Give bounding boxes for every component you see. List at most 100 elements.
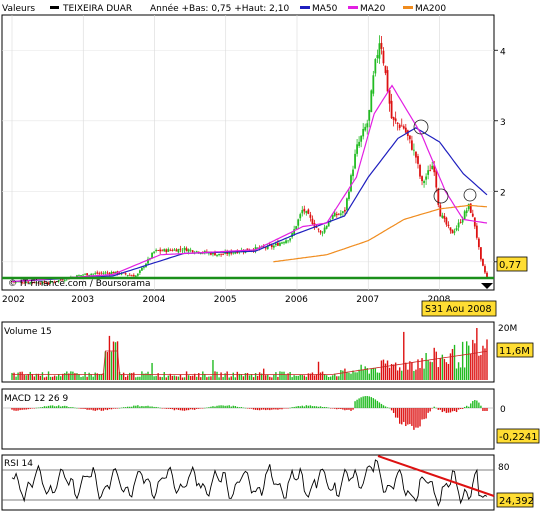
macd-histogram-bar <box>104 408 107 410</box>
volume-bar <box>417 359 419 380</box>
price-candle-body <box>157 250 160 251</box>
macd-title: MACD 12 26 9 <box>4 394 68 404</box>
price-candle-body <box>467 203 470 210</box>
volume-bar <box>265 375 267 380</box>
volume-bar <box>124 376 127 380</box>
macd-histogram-bar <box>254 408 257 410</box>
macd-histogram-bar <box>124 407 127 408</box>
macd-histogram-bar <box>417 408 419 428</box>
price-candle-body <box>191 250 194 253</box>
volume-bar <box>151 362 153 380</box>
price-candle-body <box>175 249 178 252</box>
macd-histogram-bar <box>242 407 245 409</box>
macd-histogram-bar <box>277 408 279 410</box>
macd-histogram-bar <box>143 406 145 408</box>
price-candle-body <box>486 272 488 278</box>
volume-bar <box>419 368 421 380</box>
macd-histogram-bar <box>159 407 161 409</box>
price-candle-body <box>305 211 308 213</box>
credit-text: © IT-Finance.com / Boursorama <box>8 279 150 289</box>
macd-histogram-bar <box>76 407 78 409</box>
rsi-badge-box <box>496 492 534 508</box>
legend-prefix: Valeurs <box>2 4 35 14</box>
macd-histogram-bar <box>110 408 113 410</box>
price-candle-body <box>323 227 326 233</box>
volume-bar <box>139 376 141 380</box>
price-candle-body <box>92 273 95 275</box>
price-candle-body <box>199 253 202 254</box>
scroll-down-arrow-icon[interactable] <box>481 283 493 289</box>
price-candle-body <box>234 252 237 254</box>
volume-bar <box>394 362 397 380</box>
signal-circle-3 <box>463 188 477 202</box>
price-candle-body <box>297 219 300 226</box>
volume-bar <box>457 362 460 380</box>
price-candle-body <box>274 243 277 246</box>
price-candle-body <box>443 215 446 219</box>
volume-bar <box>108 335 111 380</box>
volume-bar <box>120 374 123 380</box>
price-candle-body <box>187 249 190 252</box>
price-candle-body <box>437 188 440 205</box>
macd-histogram-bar <box>429 408 431 412</box>
macd-histogram-bar <box>447 408 450 413</box>
macd-histogram-bar <box>151 406 153 408</box>
macd-histogram-bar <box>340 408 342 410</box>
macd-histogram-bar <box>401 408 403 425</box>
macd-histogram-bar <box>240 407 243 408</box>
volume-bar <box>236 371 239 380</box>
price-candle-body <box>218 253 220 256</box>
macd-histogram-bar <box>27 408 29 410</box>
macd-histogram-bar <box>80 408 82 409</box>
macd-histogram-bar <box>45 406 48 408</box>
volume-bar <box>100 373 103 380</box>
volume-bar <box>267 374 269 380</box>
price-candle-body <box>214 252 216 256</box>
price-candle-body <box>477 238 480 248</box>
price-candle-body <box>104 272 107 274</box>
macd-histogram-bar <box>220 405 222 408</box>
price-candle-body <box>31 282 34 284</box>
volume-bar <box>354 372 356 380</box>
price-candle-body <box>55 281 58 283</box>
macd-histogram-bar <box>362 396 364 408</box>
macd-histogram-bar <box>17 408 19 411</box>
price-candle-body <box>80 275 82 276</box>
price-x-tick-label: 2002 <box>2 295 25 305</box>
macd-histogram-bar <box>212 406 214 408</box>
volume-bar <box>378 372 381 380</box>
macd-histogram-bar <box>372 398 375 408</box>
macd-histogram-bar <box>177 408 180 410</box>
price-candle-body <box>398 124 401 128</box>
macd-histogram-bar <box>137 405 139 408</box>
price-candle-body <box>327 222 330 227</box>
macd-histogram-bar <box>167 408 170 409</box>
volume-bar <box>293 375 295 380</box>
macd-histogram-bar <box>289 407 291 409</box>
macd-histogram-bar <box>311 406 314 408</box>
price-candle-body <box>453 231 456 233</box>
price-candle-body <box>339 213 342 215</box>
macd-histogram-bar <box>396 408 399 418</box>
volume-bar <box>92 376 94 380</box>
macd-histogram-bar <box>283 408 285 409</box>
macd-histogram-bar <box>334 408 336 409</box>
macd-histogram-bar <box>15 408 17 411</box>
price-candle-body <box>295 226 298 230</box>
price-candle-body <box>210 252 212 255</box>
price-candle-body <box>161 250 164 252</box>
macd-histogram-bar <box>202 408 204 409</box>
macd-histogram-bar <box>19 408 21 411</box>
price-candle-body <box>132 275 135 277</box>
volume-bar <box>301 374 303 380</box>
volume-bar <box>135 377 137 380</box>
macd-histogram-bar <box>258 408 261 411</box>
macd-histogram-bar <box>234 406 236 408</box>
price-candle-body <box>370 90 373 113</box>
price-x-tick-label: 2004 <box>143 295 166 305</box>
price-candle-body <box>212 252 214 255</box>
macd-histogram-bar <box>33 408 36 409</box>
volume-bar <box>21 371 23 380</box>
macd-histogram-bar <box>198 408 200 409</box>
